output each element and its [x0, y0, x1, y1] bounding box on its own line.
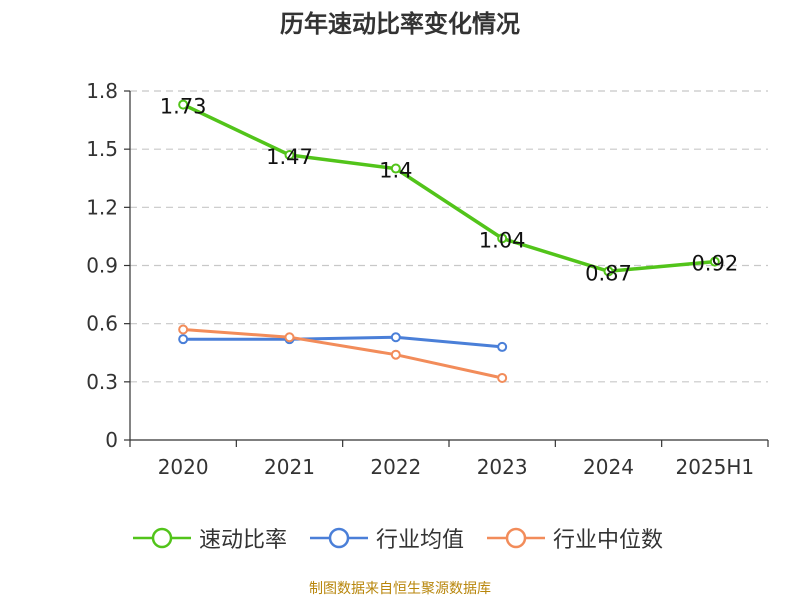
data-point — [178, 334, 189, 345]
legend-item-quick-ratio[interactable]: 速动比率 — [133, 518, 287, 558]
legend-label: 行业均值 — [376, 528, 465, 553]
legend-marker — [487, 527, 545, 549]
legend-label: 行业中位数 — [553, 528, 664, 553]
data-point — [178, 99, 189, 110]
data-point — [603, 266, 614, 277]
y-tick-label: 1.8 — [86, 79, 118, 103]
data-label: 0.87 — [585, 261, 632, 285]
data-point — [497, 372, 508, 383]
axes: 0 0.3 0.6 0.9 1.2 1.5 1.8 2020 2021 2022 2023 2024 2… — [86, 79, 769, 479]
data-point — [390, 349, 401, 360]
legend-marker — [133, 527, 191, 549]
source-note: 制图数据来自恒生聚源数据库 — [309, 581, 491, 597]
chart-title: 历年速动比率变化情况 — [280, 10, 520, 38]
x-tick-label: 2025H1 — [675, 455, 754, 479]
x-tick-label: 2020 — [158, 455, 209, 479]
data-point — [284, 332, 295, 343]
y-tick-label: 1.2 — [86, 195, 118, 219]
data-point — [284, 149, 295, 160]
data-label: 0.92 — [691, 252, 738, 276]
legend: 速动比率 行业均值 行业中位数 — [0, 518, 800, 558]
data-label: 1.4 — [379, 159, 412, 183]
data-label: 1.73 — [160, 95, 207, 119]
data-point — [497, 233, 508, 244]
x-tick-label: 2023 — [477, 455, 528, 479]
y-tick-label: 0.3 — [86, 370, 118, 394]
legend-item-industry-mean[interactable]: 行业均值 — [310, 518, 464, 558]
series-lines — [178, 99, 720, 383]
series-line — [181, 335, 504, 349]
data-point — [390, 163, 401, 174]
series-line — [181, 328, 504, 380]
y-tick-label: 0.9 — [86, 254, 118, 278]
x-tick-label: 2021 — [264, 455, 315, 479]
data-point — [497, 341, 508, 352]
data-labels: 1.73 1.47 1.4 1.04 0.87 0.92 — [160, 95, 738, 286]
series-line — [181, 102, 717, 274]
gridlines — [130, 90, 768, 383]
legend-item-industry-median[interactable]: 行业中位数 — [487, 518, 663, 558]
data-label: 1.47 — [266, 145, 313, 169]
y-tick-label: 1.5 — [86, 137, 118, 161]
legend-label: 速动比率 — [199, 528, 288, 553]
data-point — [709, 256, 720, 267]
y-tick-label: 0 — [105, 428, 118, 452]
data-label: 1.04 — [479, 228, 526, 252]
data-point — [390, 332, 401, 343]
y-tick-label: 0.6 — [86, 312, 118, 336]
x-tick-label: 2022 — [370, 455, 421, 479]
legend-marker — [310, 527, 368, 549]
x-tick-label: 2024 — [583, 455, 634, 479]
data-point — [178, 324, 189, 335]
